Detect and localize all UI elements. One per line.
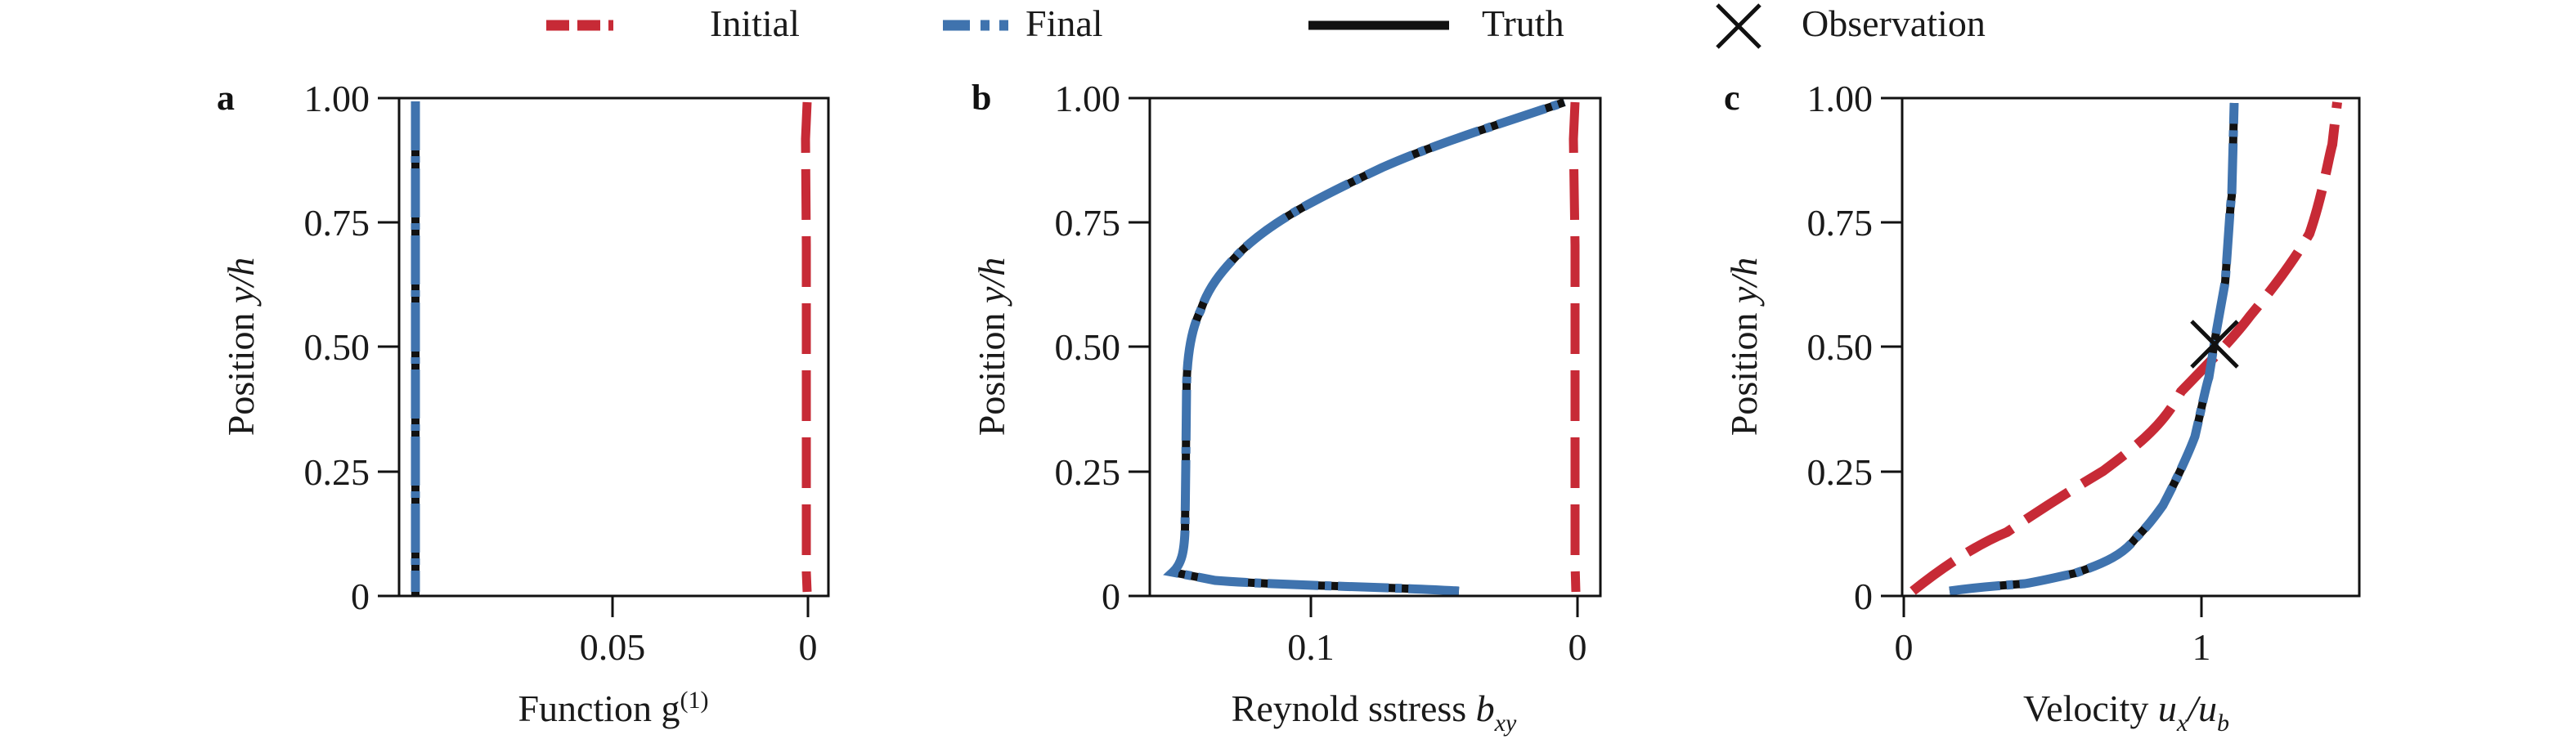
x-tick-label: 0 xyxy=(1568,626,1587,668)
legend-label-observation: Observation xyxy=(1802,2,1986,44)
svg-text:1.00: 1.00 xyxy=(304,78,370,119)
svg-text:0: 0 xyxy=(1102,576,1120,617)
y-tick-labels-c: 1.00 0.75 0.50 0.25 0 xyxy=(1807,78,1874,617)
y-tick-labels-a: 1.00 0.75 0.50 0.25 0 xyxy=(304,78,370,617)
svg-text:0.25: 0.25 xyxy=(1055,451,1121,493)
x-tick-label: 0 xyxy=(1895,626,1914,668)
truth-line xyxy=(1949,102,2238,595)
plot-area-b xyxy=(1163,97,1581,596)
x-tick-label: 0 xyxy=(799,626,818,668)
panel-a: a 1.00 0.75 0.50 0.25 0 Position y/h 0.0… xyxy=(217,78,830,729)
panel-letter-b: b xyxy=(972,78,991,118)
x-tick-label: 1 xyxy=(2192,626,2211,668)
initial-line xyxy=(1910,101,2342,595)
final-line xyxy=(1163,97,1566,596)
y-tick-labels-b: 1.00 0.75 0.50 0.25 0 xyxy=(1055,78,1121,617)
x-axis-c xyxy=(1902,596,2203,617)
y-axis-label-a: Position y/h xyxy=(220,258,262,437)
legend-item-initial: Initial xyxy=(546,2,800,44)
x-axis-label-a: Function g(1) xyxy=(518,687,708,729)
legend-item-observation: Observation xyxy=(1716,2,1986,49)
plot-area-a xyxy=(411,101,812,596)
y-axis-b xyxy=(1129,96,1150,598)
svg-text:0.75: 0.75 xyxy=(1807,202,1874,244)
svg-text:0.50: 0.50 xyxy=(1055,326,1121,368)
axes-frame-a xyxy=(397,96,830,598)
svg-text:0.75: 0.75 xyxy=(1055,202,1121,244)
legend-label-initial: Initial xyxy=(710,2,800,44)
axes-frame-c xyxy=(1901,96,2361,598)
svg-text:1.00: 1.00 xyxy=(1807,78,1874,119)
x-axis-label-c: Velocity ux/ub xyxy=(2023,688,2229,737)
axes-frame-b xyxy=(1148,96,1602,598)
plot-area-c xyxy=(1910,101,2342,596)
x-axis-label-b: Reynold sstress bxy xyxy=(1232,688,1517,737)
initial-line xyxy=(801,101,812,593)
svg-text:0.50: 0.50 xyxy=(304,326,370,368)
legend-item-truth: Truth xyxy=(1308,2,1564,44)
x-tick-label: 0.05 xyxy=(580,626,646,668)
svg-text:0.25: 0.25 xyxy=(1807,451,1874,493)
y-axis-a xyxy=(378,96,399,598)
panel-b: b 1.00 0.75 0.50 0.25 0 Position y/h 0.1… xyxy=(971,78,1602,737)
legend-label-final: Final xyxy=(1025,2,1103,44)
y-axis-label-b: Position y/h xyxy=(971,258,1012,437)
svg-text:1.00: 1.00 xyxy=(1055,78,1121,119)
x-marker-icon xyxy=(1716,3,1761,49)
observation-marker-icon xyxy=(2190,320,2239,369)
x-axis-a xyxy=(611,596,810,617)
final-line xyxy=(1949,102,2239,596)
svg-text:0.25: 0.25 xyxy=(304,451,370,493)
legend-label-truth: Truth xyxy=(1482,2,1564,44)
panel-c: c 1.00 0.75 0.50 0.25 0 Position y/h 0 1… xyxy=(1723,78,2361,737)
svg-text:0: 0 xyxy=(1854,576,1873,617)
y-axis-label-c: Position y/h xyxy=(1723,258,1765,437)
svg-text:0.75: 0.75 xyxy=(304,202,370,244)
legend: Initial Final Truth Observation xyxy=(546,2,1986,49)
svg-text:0: 0 xyxy=(351,576,370,617)
panel-letter-a: a xyxy=(217,78,235,118)
initial-line xyxy=(1568,101,1581,593)
legend-item-final: Final xyxy=(943,2,1103,44)
x-tick-label: 0.1 xyxy=(1287,626,1335,668)
x-axis-b xyxy=(1309,596,1579,617)
y-axis-c xyxy=(1881,96,1902,598)
svg-text:0.50: 0.50 xyxy=(1807,326,1874,368)
panel-letter-c: c xyxy=(1724,78,1740,118)
